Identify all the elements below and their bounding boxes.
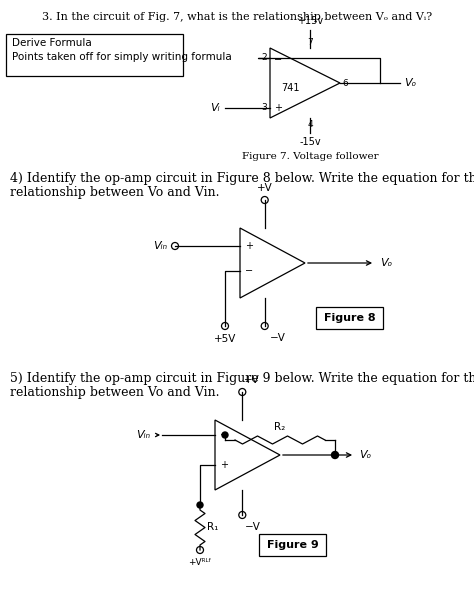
Text: −: − — [220, 430, 228, 440]
Text: Vᵢ: Vᵢ — [210, 103, 220, 113]
Text: 4: 4 — [307, 120, 313, 129]
FancyBboxPatch shape — [316, 307, 383, 329]
Text: +V: +V — [257, 183, 273, 193]
Text: +Vᴿᴸᶠ: +Vᴿᴸᶠ — [188, 558, 212, 567]
Text: 4) Identify the op-amp circuit in Figure 8 below. Write the equation for the: 4) Identify the op-amp circuit in Figure… — [10, 172, 474, 185]
Text: 3. In the circuit of Fig. 7, what is the relationship between Vₒ and Vᵢ?: 3. In the circuit of Fig. 7, what is the… — [42, 12, 432, 22]
Text: relationship between Vo and Vin.: relationship between Vo and Vin. — [10, 186, 219, 199]
Text: −: − — [274, 55, 282, 65]
Text: −V: −V — [246, 522, 261, 532]
Circle shape — [197, 502, 203, 508]
Text: -15v: -15v — [299, 137, 321, 147]
Text: Derive Formula: Derive Formula — [12, 38, 92, 48]
Circle shape — [222, 432, 228, 438]
Text: R₂: R₂ — [274, 422, 286, 432]
Text: 7: 7 — [307, 38, 313, 47]
Text: Figure 8: Figure 8 — [324, 313, 375, 323]
Text: Vᵢₙ: Vᵢₙ — [153, 241, 167, 251]
Text: Vᵢₙ: Vᵢₙ — [136, 430, 150, 440]
Text: Vₒ: Vₒ — [380, 258, 392, 268]
Circle shape — [331, 452, 338, 458]
Text: −: − — [245, 266, 253, 276]
Text: Figure 7. Voltage follower: Figure 7. Voltage follower — [242, 152, 378, 161]
Polygon shape — [215, 420, 280, 490]
Polygon shape — [240, 228, 305, 298]
Text: 5) Identify the op-amp circuit in Figure 9 below. Write the equation for the: 5) Identify the op-amp circuit in Figure… — [10, 372, 474, 385]
Text: R₁: R₁ — [207, 522, 219, 532]
FancyBboxPatch shape — [259, 534, 326, 556]
Polygon shape — [270, 48, 340, 118]
Text: +5V: +5V — [214, 334, 236, 344]
Text: +: + — [220, 460, 228, 470]
Text: 2: 2 — [261, 54, 267, 62]
Text: +V: +V — [244, 375, 260, 385]
Text: +: + — [274, 103, 282, 113]
Text: Figure 9: Figure 9 — [266, 540, 319, 550]
Text: Vₒ: Vₒ — [404, 78, 416, 88]
Text: +: + — [245, 241, 253, 251]
Text: 3: 3 — [261, 103, 267, 112]
Text: Vₒ: Vₒ — [359, 450, 371, 460]
Text: Points taken off for simply writing formula: Points taken off for simply writing form… — [12, 52, 232, 62]
Text: 6: 6 — [342, 79, 348, 88]
Text: −V: −V — [270, 333, 285, 343]
Text: +15v: +15v — [297, 16, 323, 26]
Text: 741: 741 — [281, 83, 299, 93]
Text: relationship between Vo and Vin.: relationship between Vo and Vin. — [10, 386, 219, 399]
FancyBboxPatch shape — [6, 34, 183, 76]
